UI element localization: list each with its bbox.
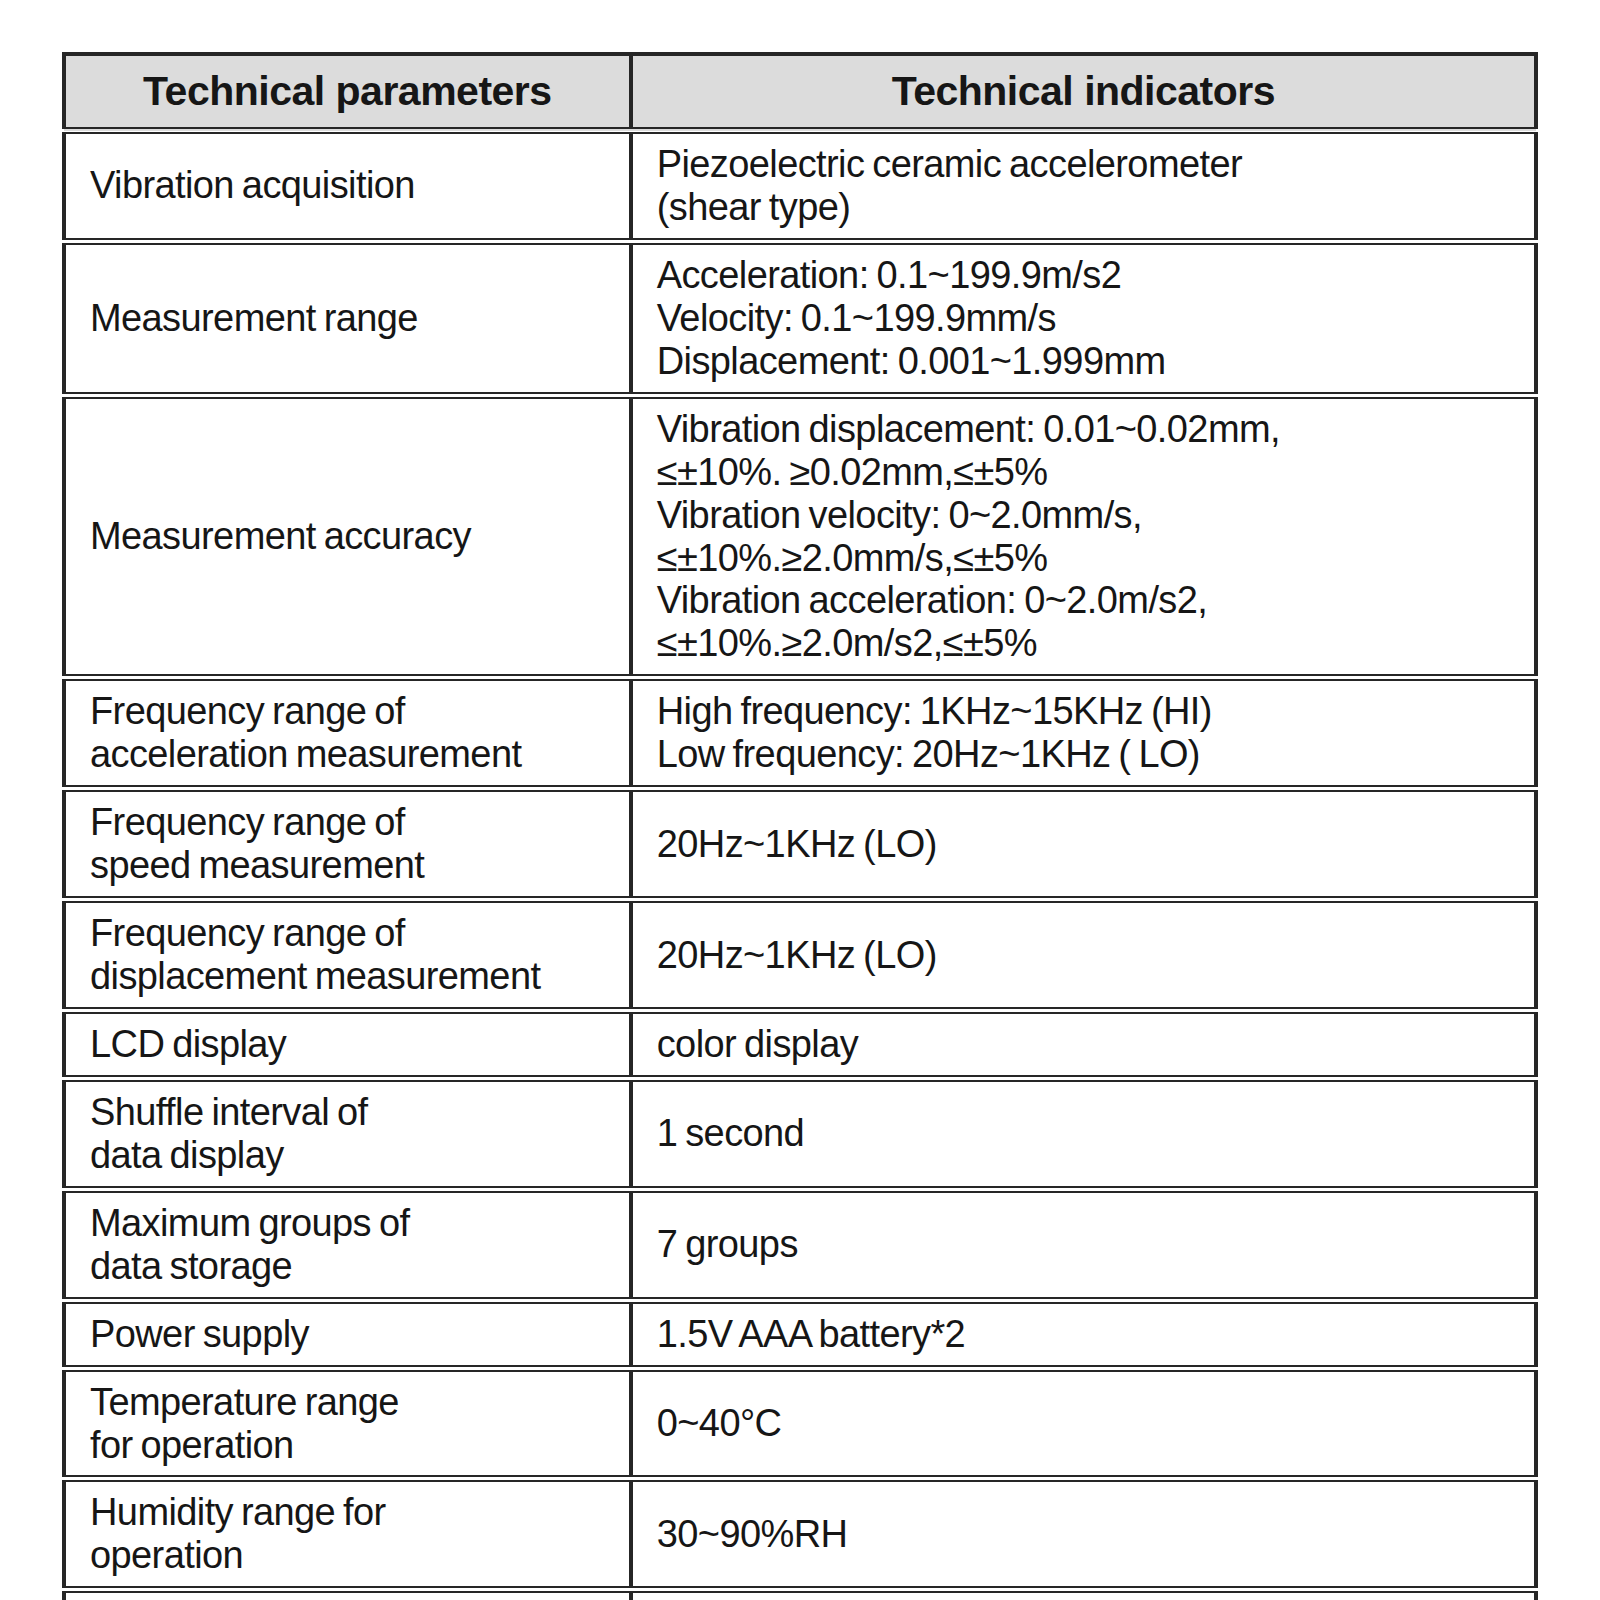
table-row: Humidity range foroperation 30~90%RH [64,1479,1536,1590]
value-cell: color display [631,1010,1536,1078]
value-cell: 1 second [631,1078,1536,1189]
column-header-indicators: Technical indicators [631,54,1536,131]
param-cell: Measurement range [64,241,631,395]
param-cell: Maximum groups ofdata storage [64,1189,631,1300]
value-cell: Vibration displacement: 0.01~0.02mm,≤±10… [631,395,1536,678]
param-cell: Temperature rangefor operation [64,1368,631,1479]
table-row: Size 180x54x30mm [64,1590,1536,1600]
document-page: Technical parameters Technical indicator… [0,0,1600,1600]
value-cell: 180x54x30mm [631,1590,1536,1600]
param-cell: Shuffle interval ofdata display [64,1078,631,1189]
value-cell: High frequency: 1KHz~15KHz (HI)Low frequ… [631,678,1536,789]
table-row: Power supply 1.5V AAA battery*2 [64,1300,1536,1368]
value-cell: Acceleration: 0.1~199.9m/s2Velocity: 0.1… [631,241,1536,395]
column-header-parameters: Technical parameters [64,54,631,131]
table-row: Measurement accuracy Vibration displacem… [64,395,1536,678]
value-cell: 30~90%RH [631,1479,1536,1590]
table-row: Temperature rangefor operation 0~40°C [64,1368,1536,1479]
param-cell: Humidity range foroperation [64,1479,631,1590]
param-cell: LCD display [64,1010,631,1078]
param-cell: Power supply [64,1300,631,1368]
table-row: LCD display color display [64,1010,1536,1078]
value-cell: 1.5V AAA battery*2 [631,1300,1536,1368]
table-row: Measurement range Acceleration: 0.1~199.… [64,241,1536,395]
value-cell: Piezoelectric ceramic accelerometer(shea… [631,131,1536,242]
table-row: Shuffle interval ofdata display 1 second [64,1078,1536,1189]
header-row: Technical parameters Technical indicator… [64,54,1536,131]
param-cell: Size [64,1590,631,1600]
param-cell: Frequency range ofspeed measurement [64,789,631,900]
value-cell: 0~40°C [631,1368,1536,1479]
table-row: Frequency range ofspeed measurement 20Hz… [64,789,1536,900]
param-cell: Vibration acquisition [64,131,631,242]
table-row: Maximum groups ofdata storage 7 groups [64,1189,1536,1300]
table-row: Frequency range ofdisplacement measureme… [64,900,1536,1011]
param-cell: Measurement accuracy [64,395,631,678]
value-cell: 7 groups [631,1189,1536,1300]
value-cell: 20Hz~1KHz (LO) [631,900,1536,1011]
param-cell: Frequency range ofacceleration measureme… [64,678,631,789]
value-cell: 20Hz~1KHz (LO) [631,789,1536,900]
spec-table: Technical parameters Technical indicator… [62,52,1538,1600]
table-row: Vibration acquisition Piezoelectric cera… [64,131,1536,242]
table-row: Frequency range ofacceleration measureme… [64,678,1536,789]
param-cell: Frequency range ofdisplacement measureme… [64,900,631,1011]
